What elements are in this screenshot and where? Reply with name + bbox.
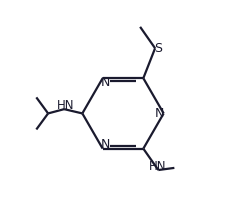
Text: N: N <box>100 138 110 151</box>
Text: HN: HN <box>57 100 75 112</box>
Text: S: S <box>154 42 162 55</box>
Text: N: N <box>100 76 110 89</box>
Text: N: N <box>154 107 164 120</box>
Text: HN: HN <box>149 160 166 173</box>
